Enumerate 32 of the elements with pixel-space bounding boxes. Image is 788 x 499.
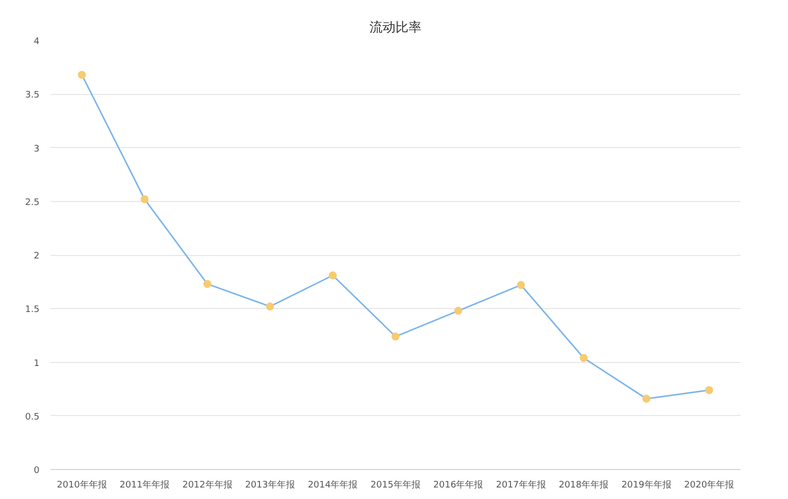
point — [516, 281, 525, 290]
chart-title: 流动比率 — [370, 20, 422, 36]
point — [454, 306, 462, 315]
point — [328, 271, 337, 280]
point — [392, 332, 400, 341]
x-tick-label: 2012年年报 — [182, 480, 232, 490]
x-tick-label: 2020年年报 — [684, 480, 734, 490]
point — [266, 302, 274, 310]
x-tick-label: 2016年年报 — [433, 480, 484, 490]
y-tick-label: 4 — [34, 37, 40, 47]
y-tick-label: 0.5 — [25, 412, 40, 422]
y-tick-label: 0 — [34, 466, 40, 476]
x-tick-label: 2015年年报 — [370, 480, 420, 490]
y-tick-label: 2 — [34, 252, 40, 262]
x-tick-label: 2013年年报 — [245, 480, 295, 490]
point — [580, 354, 588, 362]
point — [203, 280, 212, 288]
x-tick-label: 2011年年报 — [120, 480, 170, 490]
x-tick-label: 2019年年报 — [621, 480, 672, 490]
point — [705, 386, 714, 394]
point — [642, 394, 650, 403]
y-tick-label: 1.5 — [25, 305, 40, 316]
x-tick-label: 2014年年报 — [308, 480, 358, 490]
point — [140, 195, 149, 204]
x-tick-label: 2017年年报 — [496, 480, 546, 490]
x-tick-label: 2018年年报 — [558, 480, 609, 490]
point — [78, 70, 86, 79]
y-tick-label: 2.5 — [25, 198, 40, 208]
y-tick-label: 1 — [34, 358, 40, 369]
y-tick-label: 3 — [34, 144, 40, 154]
y-tick-label: 3.5 — [25, 90, 40, 101]
x-tick-label: 2010年年报 — [56, 480, 107, 490]
